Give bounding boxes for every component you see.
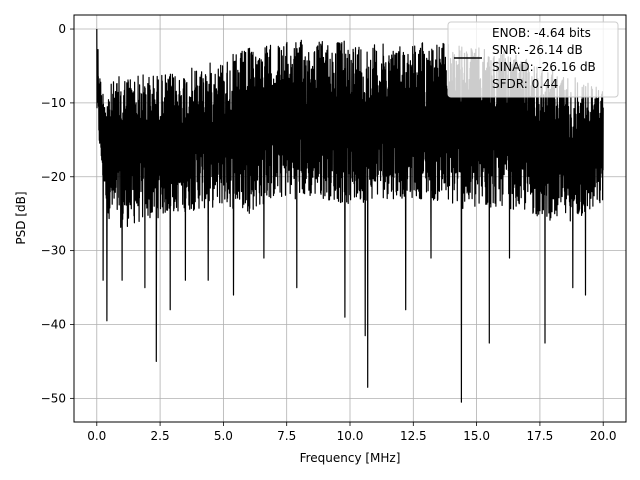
x-tick-label: 17.5 xyxy=(527,429,554,443)
y-tick-label: −50 xyxy=(41,391,66,405)
legend-line-sinad: SINAD: -26.16 dB xyxy=(492,60,596,74)
legend-line-snr: SNR: -26.14 dB xyxy=(492,43,583,57)
psd-series xyxy=(96,28,604,403)
x-tick-label: 5.0 xyxy=(214,429,233,443)
y-tick-label: −30 xyxy=(41,244,66,258)
x-tick-label: 20.0 xyxy=(590,429,617,443)
x-tick-label: 12.5 xyxy=(400,429,427,443)
x-tick-label: 7.5 xyxy=(277,429,296,443)
y-tick-label: −40 xyxy=(41,317,66,331)
legend: ENOB: -4.64 bits SNR: -26.14 dB SINAD: -… xyxy=(447,21,619,98)
x-tick-label: 0.0 xyxy=(87,429,106,443)
y-axis-label: PSD [dB] xyxy=(14,191,28,244)
x-tick-label: 10.0 xyxy=(337,429,364,443)
legend-line-enob: ENOB: -4.64 bits xyxy=(492,26,591,40)
y-tick-label: −20 xyxy=(41,170,66,184)
x-axis-ticks: 0.0 2.5 5.0 7.5 10.0 12.5 15.0 17.5 20.0 xyxy=(87,422,617,443)
x-tick-label: 2.5 xyxy=(151,429,170,443)
legend-box xyxy=(447,21,619,98)
y-axis-ticks: 0 −10 −20 −30 −40 −50 xyxy=(41,22,74,405)
legend-line-sfdr: SFDR: 0.44 xyxy=(492,77,558,91)
x-axis-label: Frequency [MHz] xyxy=(300,451,401,465)
x-tick-label: 15.0 xyxy=(463,429,490,443)
y-tick-label: −10 xyxy=(41,96,66,110)
psd-line xyxy=(96,28,604,403)
y-tick-label: 0 xyxy=(58,22,66,36)
